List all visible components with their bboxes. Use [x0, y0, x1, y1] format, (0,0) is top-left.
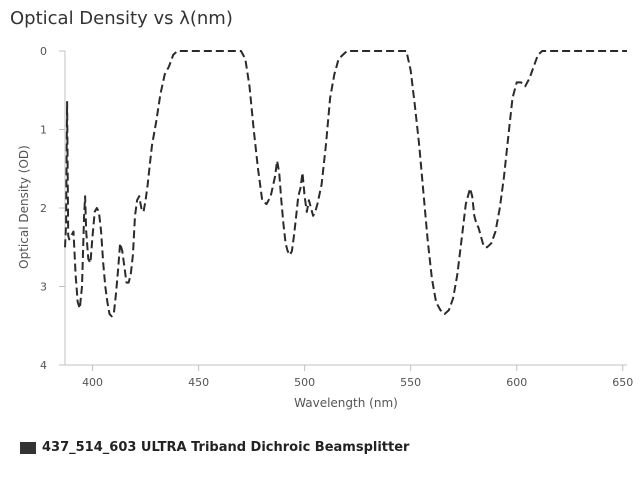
y-tick-label: 3 — [40, 281, 47, 294]
x-tick-label: 650 — [612, 376, 633, 389]
chart-title: Optical Density vs λ(nm) — [10, 8, 233, 29]
legend-swatch — [20, 441, 36, 454]
x-tick-label: 400 — [82, 376, 103, 389]
x-tick-label: 550 — [400, 376, 421, 389]
y-tick-label: 1 — [40, 124, 47, 137]
series-line — [64, 50, 627, 318]
y-tick-label: 4 — [40, 359, 47, 372]
legend-label: 437_514_603 ULTRA Triband Dichroic Beams… — [42, 440, 410, 455]
x-tick-label: 500 — [294, 376, 315, 389]
x-tick-label: 450 — [188, 376, 209, 389]
axes: 0 1 2 3 4 400 450 500 550 600 650 — [40, 45, 633, 389]
y-axis-label: Optical Density (OD) — [17, 145, 31, 269]
x-axis-label: Wavelength (nm) — [294, 396, 398, 410]
legend[interactable]: 437_514_603 ULTRA Triband Dichroic Beams… — [20, 440, 409, 455]
x-tick-label: 600 — [506, 376, 527, 389]
y-tick-label: 0 — [40, 45, 47, 58]
series-layer — [64, 50, 627, 318]
y-tick-label: 2 — [40, 202, 47, 215]
